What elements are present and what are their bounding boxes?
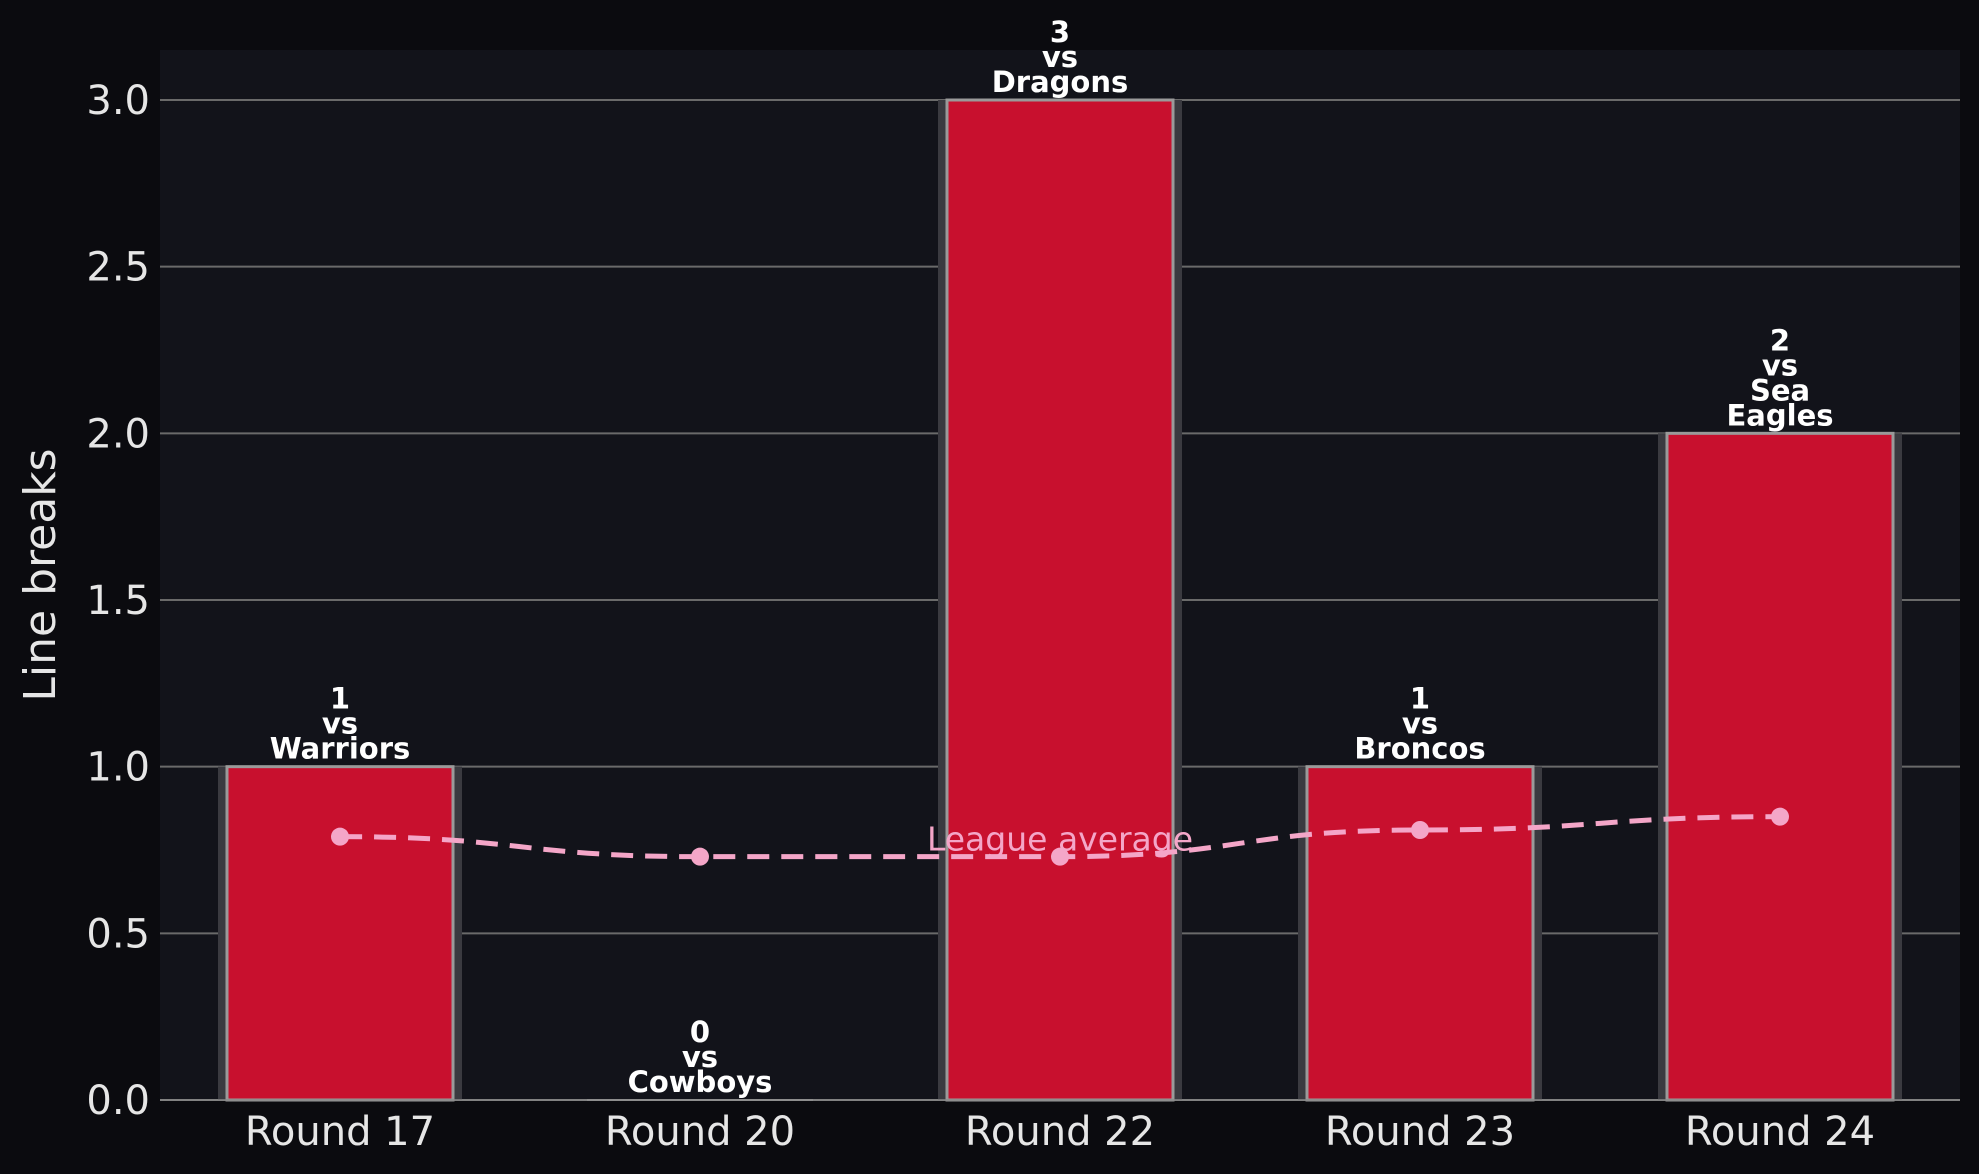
league-average-point [331, 827, 349, 846]
league-average-point [691, 847, 709, 866]
bar-value-label: 2 vs Sea Eagles [1726, 323, 1833, 432]
bar [1665, 431, 1895, 1102]
league-average-point [1051, 847, 1069, 866]
y-tick-label: 1.5 [86, 578, 150, 624]
league-average-point [1411, 821, 1429, 839]
y-tick-label: 2.0 [86, 411, 150, 457]
x-tick-label: Round 20 [605, 1109, 795, 1155]
y-axis-title: Line breaks [15, 448, 66, 701]
x-tick-label: Round 22 [965, 1109, 1155, 1155]
y-tick-label: 2.5 [86, 245, 150, 291]
bar-value-label: 3 vs Dragons [992, 15, 1129, 99]
bar-value-label: 1 vs Warriors [270, 682, 411, 766]
x-tick-label: Round 24 [1685, 1109, 1875, 1155]
league-average-point [1771, 807, 1789, 826]
league-average-label: League average [927, 820, 1193, 859]
bar-value-label: 0 vs Cowboys [628, 1015, 773, 1099]
bar [225, 765, 455, 1102]
bar-value-label: 1 vs Broncos [1354, 682, 1485, 766]
bar [945, 98, 1175, 1102]
y-tick-label: 3.0 [86, 78, 150, 124]
bar [1305, 765, 1535, 1102]
y-tick-label: 1.0 [86, 745, 150, 791]
x-tick-label: Round 17 [245, 1109, 435, 1155]
y-tick-label: 0.0 [86, 1078, 150, 1124]
x-tick-label: Round 23 [1325, 1109, 1515, 1155]
y-tick-label: 0.5 [86, 911, 150, 957]
